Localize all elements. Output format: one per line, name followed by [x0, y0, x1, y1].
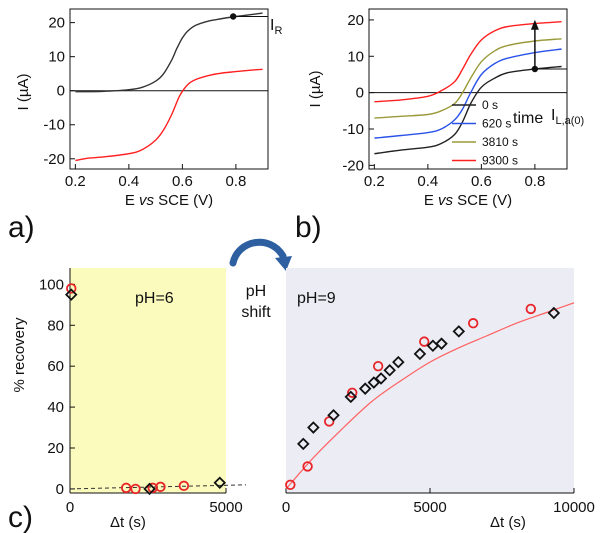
panel-c-right-xtick-label: 5000: [413, 499, 446, 516]
panel-c-right-circle-point: [468, 318, 479, 329]
panel-a-series-0-line: [75, 12, 263, 93]
panel-a-ytick-label: -10: [43, 117, 65, 134]
panel-c-right-circle-point: [347, 387, 358, 398]
panel-b: I (µA) E vs SCE (V) b) time IL,a(0) 0.2 0…: [295, 8, 584, 244]
panel-b-label: b): [295, 211, 322, 244]
panel-c-right-diamond-point: [374, 372, 388, 385]
panel-c-right-circle-point: [285, 479, 296, 491]
panel-a-xtick-label: 0.8: [225, 173, 246, 190]
panel-b-time-label: time: [513, 110, 543, 127]
panel-c-left-ytick-label: 40: [47, 399, 64, 416]
panel-c-right-xtick-label: 10000: [553, 499, 595, 516]
panel-a-frame: [69, 8, 269, 170]
panel-a-xlabel: E vs SCE (V): [125, 192, 213, 209]
panel-b-xtick-label: 0.6: [471, 173, 492, 190]
panel-a: I (µA) E vs SCE (V) a) IR 0.2 0.4 0.6 0.8 -2…: [8, 8, 282, 244]
panel-c-left-ytick-label: 20: [47, 440, 64, 457]
panel-c-right-diamond-point: [307, 421, 320, 434]
panel-a-label: a): [8, 211, 35, 244]
panel-b-xlabel: E vs SCE (V): [424, 192, 512, 209]
legend-label-2: 3810 s: [482, 135, 518, 149]
ph-shift-arrowhead-icon: [275, 256, 292, 271]
panel-c-right-circle-point: [525, 303, 537, 315]
panel-b-ytick-label: 0: [356, 85, 364, 102]
panel-a-xtick-label: 0.6: [172, 173, 193, 190]
panel-b-ytick-label: -10: [342, 121, 364, 138]
panel-b-frame: [368, 8, 568, 170]
panel-c-label: c): [8, 501, 33, 533]
panel-a-ir-label: IR: [270, 17, 282, 37]
panel-b-ytick-label: 10: [347, 48, 364, 65]
panel-a-xtick-label: 0.4: [118, 173, 139, 190]
panel-c-ylabel: % recovery: [11, 317, 28, 393]
panel-c-left-ytick-label: 60: [47, 358, 64, 375]
panel-c-left-circle-point: [130, 483, 141, 495]
legend-label-3: 9300 s: [482, 154, 518, 168]
panel-c-right-diamond-point: [367, 376, 381, 389]
panel-c-right-circle-point: [302, 461, 313, 472]
panel-c-right-background: [286, 268, 574, 493]
panel-c-right-diamond-point: [383, 363, 396, 377]
panel-a-ytick-label: 0: [57, 83, 65, 100]
panel-c-right-diamond-point: [358, 382, 372, 395]
panel-c-left-ytick-label: 80: [47, 317, 64, 334]
panel-c-left-ytick-label: 0: [56, 481, 64, 498]
panel-c-left-circle-point: [66, 283, 77, 294]
panel-b-xtick-label: 0.8: [524, 173, 545, 190]
panel-c-right-diamond-point: [547, 306, 561, 320]
panel-b-series-1-line: [374, 48, 562, 139]
panel-c-left-ytick-label: 100: [39, 276, 64, 293]
panel-a-ytick-label: 10: [48, 49, 65, 66]
panel-b-time-arrowhead-icon: [530, 19, 539, 30]
panel-c-right-diamond-point: [344, 390, 358, 404]
panel-a-series-1-line: [75, 68, 263, 162]
panel-c-left-xlabel: Δt (s): [110, 514, 146, 531]
panel-c-left-xtick-label: 0: [66, 499, 74, 516]
panel-c-right-circle-point: [372, 360, 384, 372]
panel-c-right-diamond-point: [413, 347, 427, 361]
panel-b-ylabel: I (µA): [307, 71, 324, 108]
panel-b-series-0-line: [374, 65, 562, 155]
panel-c-right-diamond-point: [392, 355, 405, 369]
panel-b-ytick-label: -20: [342, 157, 364, 174]
panel-c-left-background: [70, 268, 226, 493]
panel-b-series-2-line: [374, 38, 562, 119]
panel-b-il-label: IL,a(0): [551, 107, 584, 127]
ph-shift-arrow-icon: [229, 238, 287, 267]
ph6-label: pH=6: [135, 290, 174, 307]
panel-c-right-diamond-point: [327, 408, 340, 422]
ph9-label: pH=9: [297, 290, 336, 307]
panel-a-ylabel: I (µA): [15, 74, 32, 111]
panel-c-left-trend-line: [69, 484, 247, 490]
panel-a-ytick-label: -20: [43, 151, 65, 168]
panel-c-left-diamond-point: [64, 288, 78, 301]
panel-c-right-diamond-point: [452, 325, 466, 338]
panel-c-right-fit-curve: [285, 302, 575, 490]
panel-c-left-xtick-label: 5000: [209, 499, 242, 516]
panel-c-left-diamond-point: [143, 482, 156, 496]
panel-a-xtick-label: 0.2: [65, 173, 86, 190]
panel-b-ytick-label: 20: [347, 12, 364, 29]
panel-c-left-circle-point: [155, 481, 166, 493]
legend-label-1: 620 s: [482, 117, 511, 131]
panel-c-left-diamond-point: [213, 476, 227, 490]
ph-shift-label-line1: pH: [246, 283, 266, 300]
panel-c: % recovery Δt (s) Δt (s) c) pH shift 0 50…: [8, 238, 595, 533]
panel-a-ytick-label: 20: [48, 15, 65, 32]
panel-b-xtick-label: 0.2: [364, 173, 385, 190]
panel-c-right-xlabel: Δt (s): [490, 514, 526, 531]
panel-c-right-diamond-point: [297, 437, 310, 451]
panel-b-xtick-label: 0.4: [417, 173, 438, 190]
panel-c-left-circle-point: [178, 480, 190, 492]
legend-label-0: 0 s: [482, 98, 498, 112]
panel-b-series-3-line: [374, 21, 562, 103]
panel-c-right-diamond-point: [435, 337, 448, 350]
ph-shift-label-line2: shift: [241, 304, 271, 321]
panel-c-right-circle-point: [419, 336, 430, 347]
panel-c-right-xtick-label: 0: [282, 499, 290, 516]
